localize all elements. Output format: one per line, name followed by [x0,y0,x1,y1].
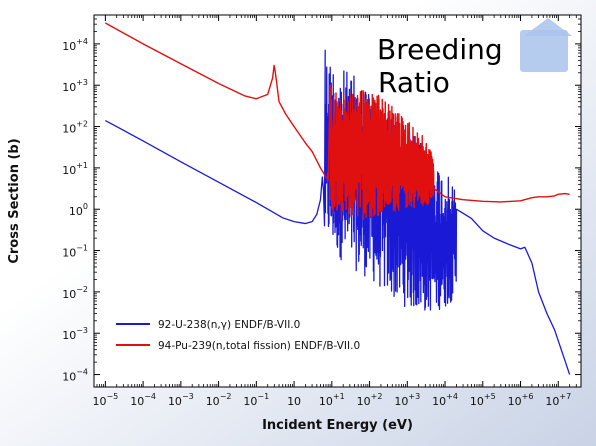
legend-label-u238: 92-U-238(n,γ) ENDF/B-VII.0 [158,319,300,331]
y-tick-label: 10−4 [62,368,88,384]
y-tick-label: 10+1 [62,161,88,177]
plot-frame [93,14,582,388]
annotation-line-2: Ratio [378,66,450,99]
logo [520,18,572,72]
series-line-pu239 [105,22,570,221]
x-axis: 10−5 10−4 10−3 10−2 10−1 10 10+1 10+2 10+3 10+4 10… [92,15,582,408]
annotation-line-1: Breeding [377,33,503,66]
x-tick-label: 10+3 [394,392,420,408]
x-tick-label: 10−1 [243,392,269,408]
y-tick-label: 10−1 [62,244,88,260]
x-tick-label: 10−5 [92,392,118,408]
x-tick-label: 10−3 [168,392,194,408]
x-tick-label: 10+5 [470,392,496,408]
y-tick-label: 10−2 [62,285,88,301]
y-axis: 10−4 10−3 10−2 10−1 100 10+1 10+2 10+3 10+4 [62,14,581,384]
y-tick-label: 10+4 [62,37,88,53]
y-tick-label: 100 [69,202,88,218]
y-tick-label: 10−3 [62,326,88,342]
x-tick-label: 10+7 [545,392,571,408]
x-tick-label: 10−2 [206,392,232,408]
x-tick-label: 10−4 [130,392,156,408]
legend: 92-U-238(n,γ) ENDF/B-VII.0 94-Pu-239(n,t… [116,319,360,352]
y-tick-label: 10+2 [62,120,88,136]
legend-label-pu239: 94-Pu-239(n,total fission) ENDF/B-VII.0 [158,340,360,352]
x-tick-label: 10+1 [319,392,345,408]
logo-roof-shape [524,18,572,36]
x-tick-label: 10+6 [508,392,534,408]
x-tick-label: 10+4 [432,392,458,408]
y-tick-label: 10+3 [62,78,88,94]
x-tick-label: 10 [287,395,301,408]
series-layer [105,22,571,375]
y-axis-title: Cross Section (b) [7,138,22,263]
logo-shape [520,30,568,72]
annotation: Breeding Ratio [377,33,503,99]
x-axis-title: Incident Energy (eV) [262,418,413,433]
x-tick-label: 10+2 [357,392,383,408]
